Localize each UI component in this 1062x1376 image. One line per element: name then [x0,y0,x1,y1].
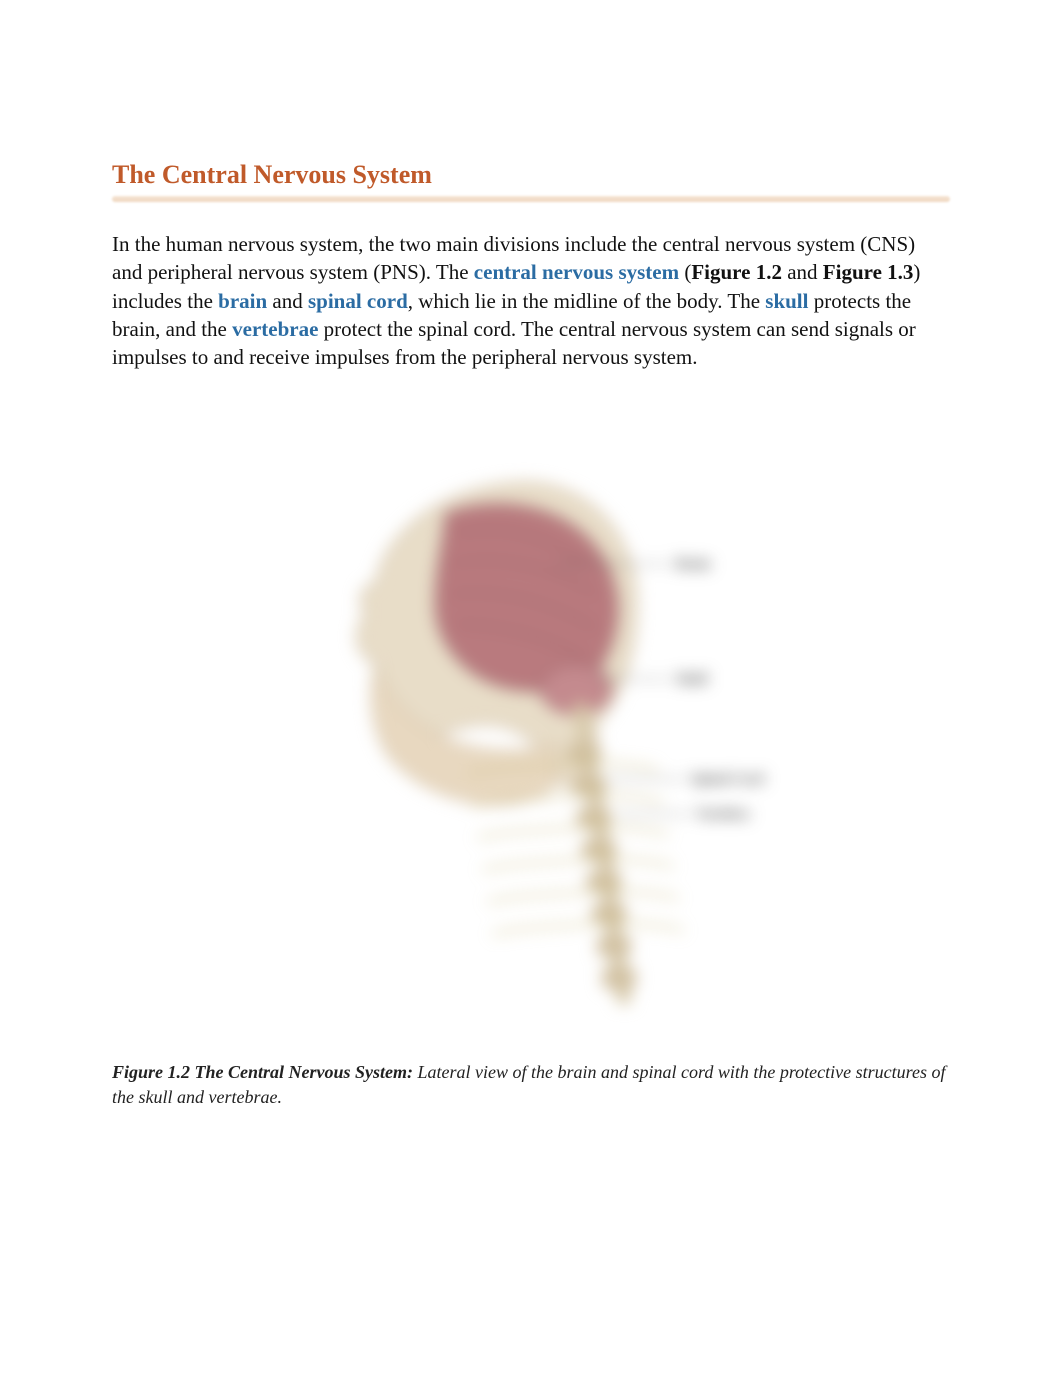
body-text: and [267,289,308,313]
svg-text:Skull: Skull [676,672,707,687]
svg-text:Vertebra: Vertebra [696,807,749,822]
heading-underline [112,196,950,202]
glossary-term[interactable]: central nervous system [474,260,679,284]
svg-text:Spinal Cord: Spinal Cord [691,772,764,787]
section-heading-block: The Central Nervous System [112,160,950,202]
glossary-term[interactable]: brain [218,289,267,313]
body-text: , which lie in the midline of the body. … [408,289,766,313]
figure-reference: Figure 1.3 [823,260,914,284]
figure-caption: Figure 1.2 The Central Nervous System: L… [112,1060,950,1110]
anatomy-illustration: Brain Skull Spinal Cord Vertebra [296,444,766,1004]
svg-text:Brain: Brain [676,557,710,572]
document-page: The Central Nervous System In the human … [0,0,1062,1190]
glossary-term[interactable]: vertebrae [232,317,318,341]
caption-title: Figure 1.2 The Central Nervous System: [112,1062,418,1082]
figure-1-2: Brain Skull Spinal Cord Vertebra [112,444,950,1004]
body-paragraph: In the human nervous system, the two mai… [112,230,950,372]
body-text: and [782,260,823,284]
body-text: ( [679,260,691,284]
figure-reference: Figure 1.2 [691,260,782,284]
glossary-term[interactable]: skull [765,289,808,313]
glossary-term[interactable]: spinal cord [308,289,408,313]
section-heading: The Central Nervous System [112,160,950,196]
